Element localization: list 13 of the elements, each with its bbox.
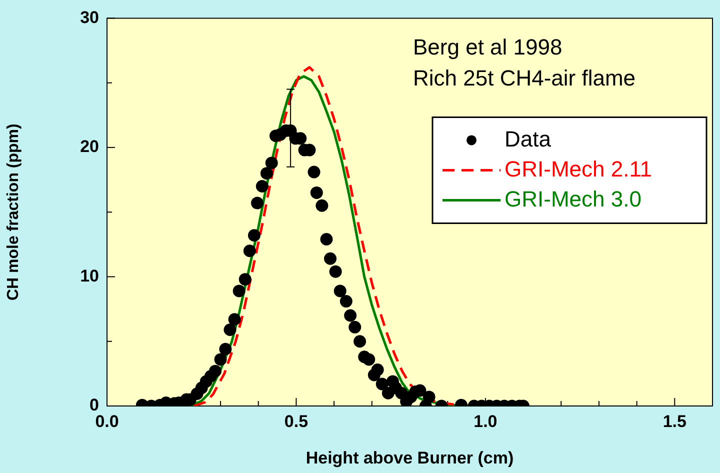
y-tick-label: 20 xyxy=(80,137,99,156)
x-tick-label: 0.5 xyxy=(284,412,308,431)
legend-label: GRI-Mech 2.11 xyxy=(504,156,652,182)
annotation: Rich 25t CH4-air flame xyxy=(413,65,636,90)
annotation: Berg et al 1998 xyxy=(413,34,562,60)
x-tick-label: 1.0 xyxy=(474,412,498,431)
x-axis-title: Height above Burner (cm) xyxy=(306,448,514,468)
y-axis-title: CH mole fraction (ppm) xyxy=(5,124,22,301)
legend-label: Data xyxy=(504,126,552,152)
x-tick-label: 1.5 xyxy=(662,412,686,431)
y-tick-label: 10 xyxy=(80,266,99,286)
y-tick-label: 30 xyxy=(80,8,99,27)
legend-label: GRI-Mech 3.0 xyxy=(504,186,642,212)
